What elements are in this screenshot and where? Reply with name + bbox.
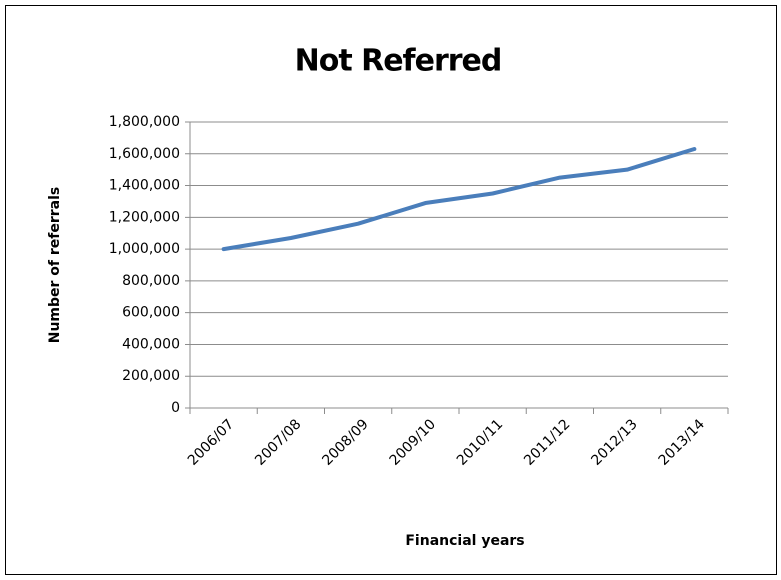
y-tick-label: 600,000 <box>122 305 180 321</box>
y-tick-label: 1,000,000 <box>109 241 180 257</box>
y-tick-label: 800,000 <box>122 273 180 289</box>
chart-frame <box>5 5 777 575</box>
chart-title: Not Referred <box>295 44 502 79</box>
y-tick-label: 0 <box>171 400 180 416</box>
y-tick-label: 400,000 <box>122 336 180 352</box>
y-tick-label: 1,800,000 <box>109 114 180 130</box>
y-axis-title: Number of referrals <box>47 187 63 344</box>
y-tick-label: 1,200,000 <box>109 209 180 225</box>
y-tick-label: 1,600,000 <box>109 146 180 162</box>
y-tick-label: 200,000 <box>122 368 180 384</box>
x-axis-title: Financial years <box>405 533 524 549</box>
data-line <box>221 147 697 252</box>
y-tick-label: 1,400,000 <box>109 178 180 194</box>
